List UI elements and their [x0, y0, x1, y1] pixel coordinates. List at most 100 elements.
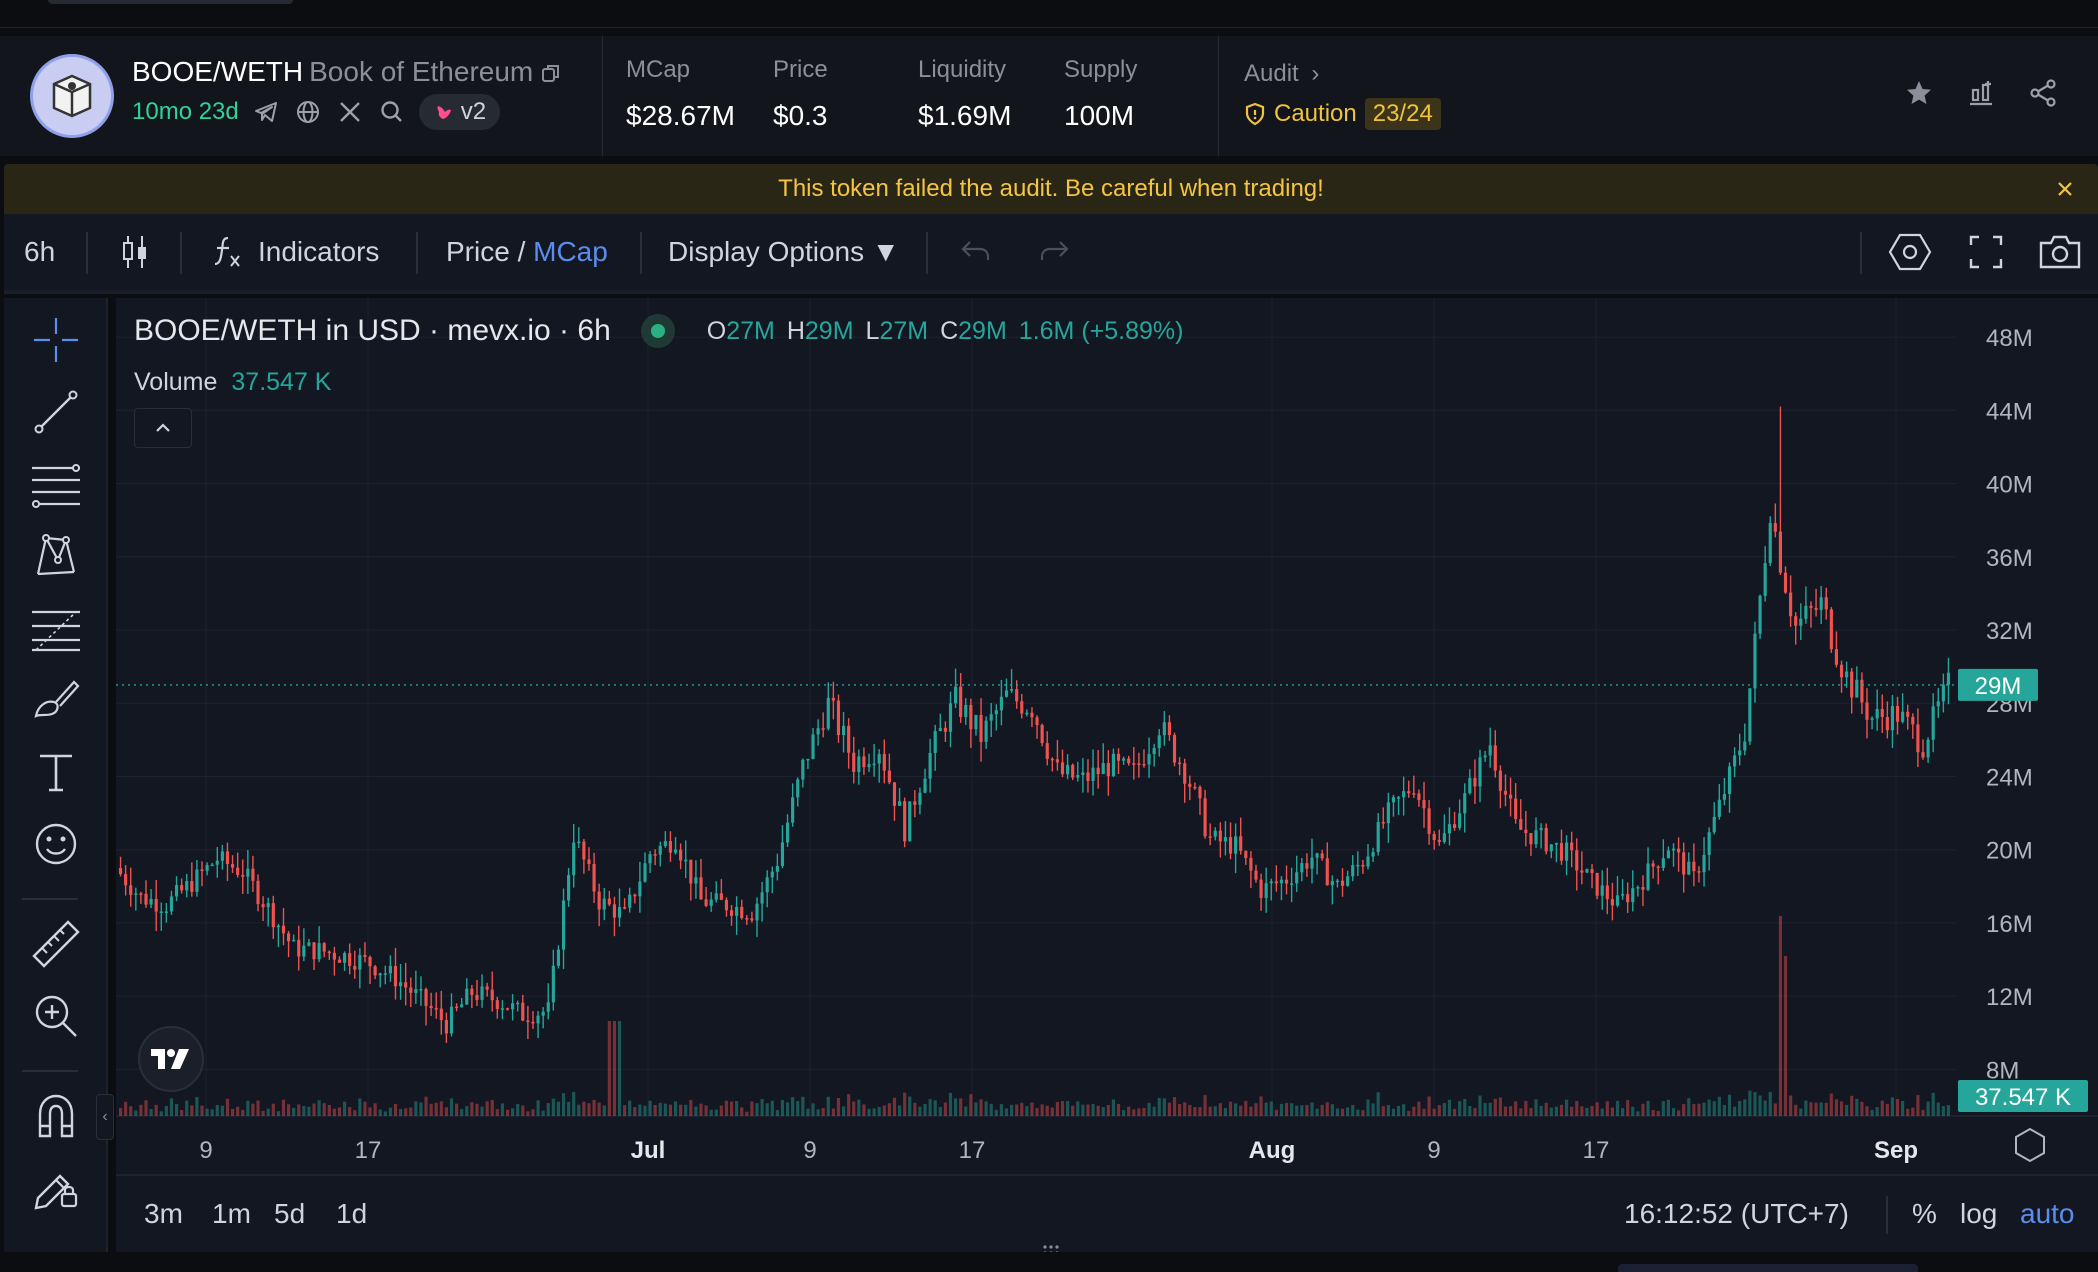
- collapse-legend-button[interactable]: [134, 408, 192, 448]
- pattern-tool-icon[interactable]: [30, 530, 82, 582]
- volume-bar: [1162, 1098, 1166, 1116]
- stat-label: Liquidity: [918, 56, 1007, 83]
- candle-body: [276, 925, 280, 928]
- clock-timezone[interactable]: 16:12:52 (UTC+7): [1624, 1198, 1849, 1229]
- volume-bar: [577, 1104, 581, 1116]
- candle-body: [1264, 883, 1268, 898]
- settings-icon[interactable]: [1888, 214, 1932, 290]
- mcap-option[interactable]: MCap: [533, 236, 608, 267]
- candle-body: [1610, 899, 1614, 906]
- volume-bar: [409, 1107, 413, 1116]
- tradingview-logo[interactable]: [138, 1026, 204, 1092]
- candle-body: [241, 874, 245, 877]
- bottom-divider: [1886, 1196, 1888, 1234]
- chart-toolbar: 6h Indicators Price / MCap Display Optio…: [4, 214, 2098, 294]
- candle-body: [1783, 572, 1788, 593]
- candle-body: [709, 899, 713, 906]
- range-1d-button[interactable]: 1d: [336, 1198, 368, 1229]
- brush-icon[interactable]: [30, 674, 82, 726]
- fib-retracement-icon[interactable]: [30, 602, 82, 654]
- collapse-sidebar-button[interactable]: ‹: [96, 1094, 114, 1140]
- candle-body: [343, 953, 347, 963]
- price-axis-label: 36M: [1986, 545, 2033, 572]
- text-tool-icon[interactable]: [30, 746, 82, 798]
- magnet-icon[interactable]: [30, 1090, 82, 1142]
- candle-body: [490, 989, 494, 1001]
- range-1m-button[interactable]: 1m: [212, 1198, 251, 1229]
- volume-bar: [174, 1104, 179, 1116]
- emoji-icon[interactable]: [30, 818, 82, 870]
- percent-scale-toggle[interactable]: %: [1912, 1198, 1937, 1229]
- interval-selector[interactable]: 6h: [24, 236, 56, 267]
- candle-body: [363, 955, 367, 957]
- copy-icon[interactable]: [541, 58, 561, 90]
- volume-bar: [1493, 1098, 1497, 1116]
- candle-body: [1208, 836, 1212, 838]
- time-axis-label: 9: [803, 1137, 816, 1164]
- candle-body: [1290, 883, 1294, 885]
- chart-compare-icon[interactable]: [1966, 78, 1996, 108]
- candle-body: [1422, 800, 1426, 809]
- audit-status[interactable]: Caution 23/24: [1244, 98, 1441, 130]
- candle-body: [1213, 830, 1217, 837]
- price-mcap-toggle[interactable]: Price / MCap: [446, 214, 608, 290]
- globe-icon[interactable]: [293, 97, 323, 127]
- star-icon[interactable]: [1904, 78, 1934, 108]
- telegram-icon[interactable]: [251, 97, 281, 127]
- candle-body: [1773, 523, 1777, 532]
- price-chart[interactable]: 8M 12M 16M 20M 24M 28M 32M 36M 40M 44M 48M 9 17 Jul 9 1…: [116, 298, 2098, 1174]
- candle-body: [918, 792, 922, 805]
- volume-bar: [455, 1103, 459, 1116]
- volume-bar: [1829, 1093, 1833, 1116]
- range-3m-button[interactable]: 3m: [144, 1198, 183, 1229]
- volume-bar: [276, 1111, 280, 1116]
- candle-body: [1106, 763, 1110, 777]
- auto-scale-toggle[interactable]: auto: [2020, 1198, 2075, 1229]
- volume-bar: [1682, 1104, 1686, 1116]
- lock-drawings-icon[interactable]: [30, 1162, 82, 1214]
- undo-icon[interactable]: [960, 214, 992, 290]
- time-axis-label: 17: [355, 1137, 382, 1164]
- range-5d-button[interactable]: 5d: [274, 1198, 306, 1229]
- zoom-in-icon[interactable]: [30, 990, 82, 1042]
- volume-bar: [1615, 1100, 1620, 1116]
- audit-link[interactable]: Audit ›: [1244, 60, 1319, 88]
- log-scale-toggle[interactable]: log: [1960, 1198, 1998, 1229]
- candle-body: [836, 700, 841, 736]
- horizontal-lines-icon[interactable]: [30, 458, 82, 510]
- volume-bar: [1524, 1100, 1528, 1116]
- candle-body: [1310, 857, 1314, 869]
- bottom-pill: [1618, 1264, 1918, 1272]
- candle-body: [1162, 722, 1166, 736]
- candle-body: [1071, 764, 1075, 778]
- token-logo[interactable]: [30, 54, 114, 138]
- candle-body: [1493, 745, 1497, 771]
- candle-body: [617, 907, 622, 918]
- candle-body: [1183, 763, 1187, 784]
- share-icon[interactable]: [2028, 78, 2058, 108]
- candle-body: [399, 982, 403, 987]
- candle-body: [699, 877, 703, 900]
- x-twitter-icon[interactable]: [335, 97, 365, 127]
- close-icon[interactable]: [2052, 176, 2078, 202]
- candle-body: [1834, 649, 1839, 665]
- candle-type-button[interactable]: [120, 214, 150, 290]
- volume-bar: [1738, 1101, 1742, 1116]
- crosshair-icon[interactable]: [30, 314, 82, 366]
- candle-body: [954, 686, 958, 704]
- trend-line-icon[interactable]: [30, 386, 82, 438]
- ruler-icon[interactable]: [30, 918, 82, 970]
- fullscreen-icon[interactable]: [1968, 214, 2004, 290]
- redo-icon[interactable]: [1038, 214, 1070, 290]
- candle-body: [460, 1004, 464, 1008]
- dex-version-badge[interactable]: v2: [418, 94, 501, 130]
- chart-legend: BOOE/WETH in USD · mevx.io · 6h O27M H29M…: [134, 314, 1195, 348]
- search-icon[interactable]: [377, 97, 407, 127]
- candle-body: [307, 942, 311, 946]
- price-option[interactable]: Price: [446, 236, 510, 267]
- indicators-button[interactable]: Indicators: [212, 214, 379, 290]
- volume-bar: [1223, 1107, 1228, 1116]
- display-options-dropdown[interactable]: Display Options ▼: [668, 236, 900, 267]
- camera-icon[interactable]: [2038, 214, 2082, 290]
